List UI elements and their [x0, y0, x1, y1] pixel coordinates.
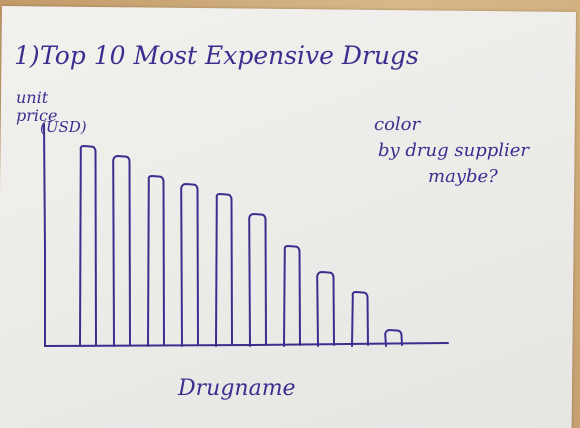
chart-title: Top 10 Most Expensive Drugs	[40, 41, 419, 70]
bar-3	[147, 175, 165, 347]
x-axis-label: Drugname	[177, 376, 296, 401]
x-axis-line	[44, 342, 449, 347]
bar-10	[384, 329, 403, 347]
bar-6	[248, 213, 267, 347]
y-axis-label-line-1: unit	[16, 88, 49, 107]
bar-8	[316, 271, 335, 347]
y-axis-line	[43, 123, 46, 347]
annotation-line-3: maybe?	[428, 166, 498, 187]
bar-2	[112, 155, 131, 347]
bar-4	[180, 183, 199, 347]
y-axis-label-line-2: price	[16, 106, 57, 125]
bar-5	[215, 193, 233, 347]
bar-7	[283, 245, 301, 347]
annotation-line-1: color	[374, 114, 422, 135]
bar-1	[79, 145, 97, 347]
bars-group	[79, 145, 403, 347]
bar-9	[351, 291, 369, 347]
chart-title-marker: 1)	[14, 41, 40, 70]
y-axis-label-line-3: (USD)	[40, 118, 87, 136]
annotation-line-2: by drug supplier	[378, 140, 530, 161]
